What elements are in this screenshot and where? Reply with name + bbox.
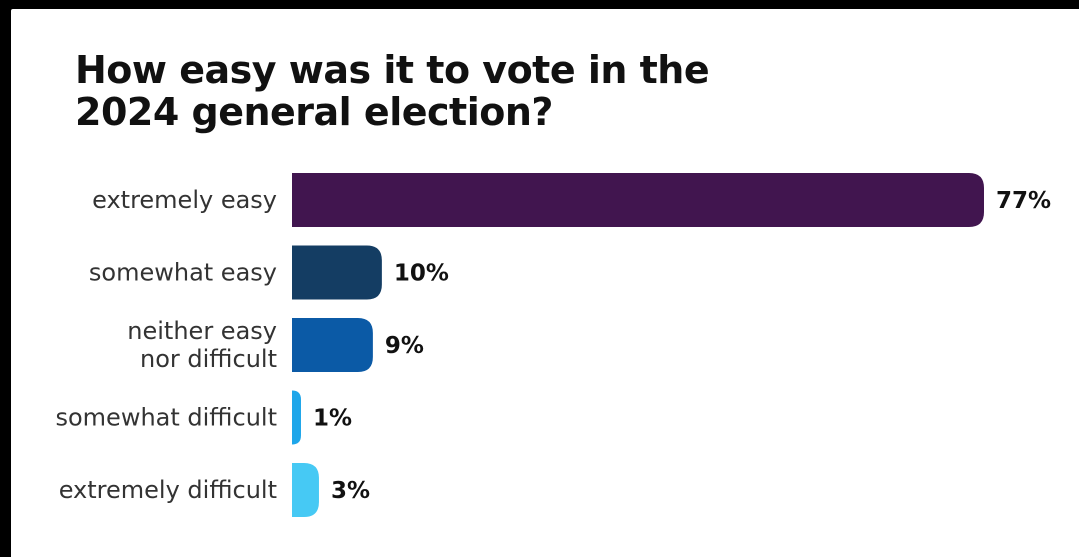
chart-title: How easy was it to vote in the 2024 gene… xyxy=(75,48,710,134)
category-label-somewhat-easy: somewhat easy xyxy=(89,259,277,287)
value-label-somewhat-easy: 10% xyxy=(394,261,449,287)
bar-chart: extremely easy 77% somewhat easy 10% neither… xyxy=(55,173,1051,517)
bar-extremely-easy xyxy=(292,173,984,227)
category-label-extremely-easy: extremely easy xyxy=(92,186,277,214)
chart-card: How easy was it to vote in the 2024 gene… xyxy=(11,9,1079,557)
value-label-neither-easy-nor-difficult: 9% xyxy=(385,333,424,359)
category-label-extremely-difficult: extremely difficult xyxy=(59,476,277,504)
bar-somewhat-difficult xyxy=(292,390,301,445)
category-label-neither-easy-nor-difficult: neither easy nor difficult xyxy=(127,317,277,373)
category-label-somewhat-difficult: somewhat difficult xyxy=(55,404,277,432)
bar-somewhat-easy xyxy=(292,245,382,300)
value-label-extremely-easy: 77% xyxy=(996,188,1051,214)
value-label-somewhat-difficult: 1% xyxy=(313,406,352,432)
bar-extremely-difficult xyxy=(292,463,319,517)
bar-neither-easy-nor-difficult xyxy=(292,318,373,372)
value-label-extremely-difficult: 3% xyxy=(331,478,370,504)
